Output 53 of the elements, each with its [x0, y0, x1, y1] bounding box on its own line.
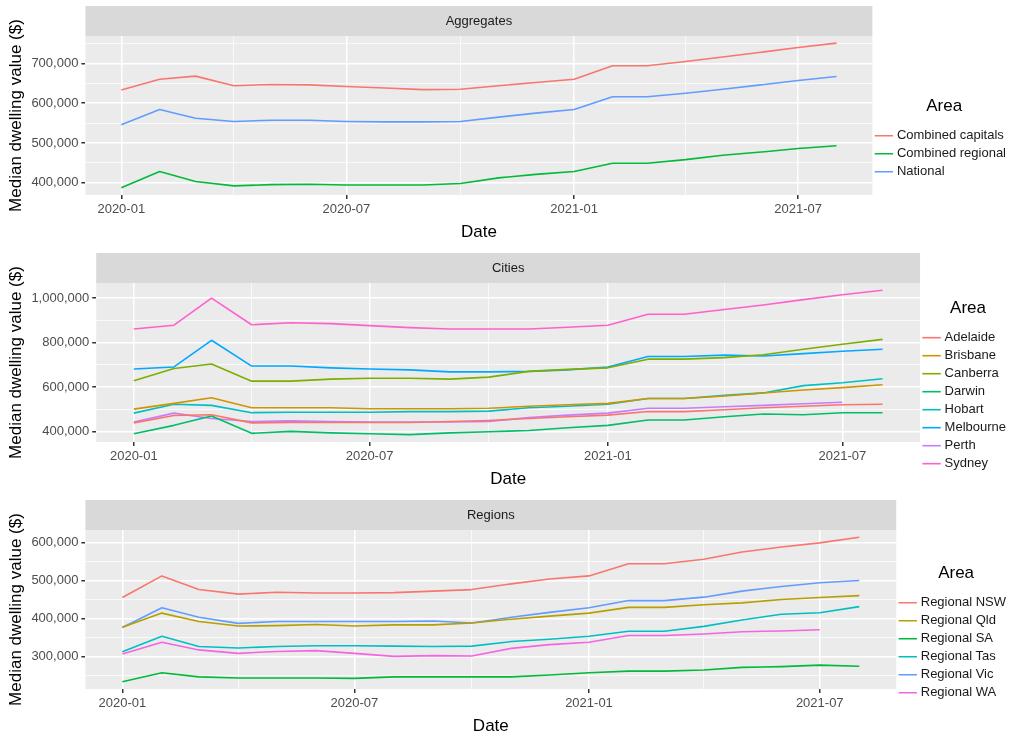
- x-tick-label: 2020-01: [109, 448, 158, 464]
- legend-label: Regional SA: [920, 630, 994, 646]
- legend-label: Combined regional: [896, 145, 1007, 161]
- legend-label: Adelaide: [944, 329, 996, 345]
- chart-title: Cities: [491, 259, 525, 275]
- x-axis-title: Date: [490, 469, 527, 489]
- legend-label: Sydney: [944, 455, 989, 471]
- legend-label: Combined capitals: [896, 127, 1005, 143]
- legend-title: Area: [938, 562, 975, 582]
- x-tick-label: 2020-01: [97, 201, 146, 217]
- legend-label: Brisbane: [944, 347, 996, 363]
- x-tick-label: 2021-07: [818, 448, 867, 464]
- x-tick-label: 2020-01: [98, 695, 147, 711]
- y-tick-label: 400,000: [31, 174, 79, 190]
- y-tick-label: 600,000: [31, 94, 79, 110]
- y-tick-label: 800,000: [42, 334, 90, 350]
- y-tick-label: 600,000: [31, 534, 79, 550]
- legend-label: Regional NSW: [920, 594, 1007, 610]
- y-tick-label: 500,000: [31, 134, 79, 150]
- y-tick-label: 300,000: [31, 647, 79, 663]
- legend-label: Melbourne: [944, 419, 1007, 435]
- chart-title: Regions: [466, 506, 516, 522]
- legend-title: Area: [950, 297, 987, 317]
- y-tick-label: 1,000,000: [31, 289, 90, 305]
- x-tick-label: 2021-01: [565, 695, 613, 711]
- y-axis-title: Median dwelling value ($): [5, 266, 25, 459]
- y-axis-title: Median dwelling value ($): [5, 19, 25, 212]
- x-axis-title: Date: [472, 716, 509, 736]
- x-tick-label: 2020-07: [322, 201, 371, 217]
- legend-label: Hobart: [944, 401, 984, 417]
- y-tick-label: 700,000: [31, 55, 79, 71]
- x-tick-label: 2021-01: [584, 448, 632, 464]
- x-tick-label: 2020-07: [345, 448, 394, 464]
- legend-label: Perth: [944, 437, 976, 453]
- legend-label: Regional WA: [920, 684, 997, 700]
- y-tick-label: 500,000: [31, 572, 79, 588]
- legend-title: Area: [926, 95, 963, 115]
- legend-label: Darwin: [944, 383, 986, 399]
- x-tick-label: 2021-07: [795, 695, 844, 711]
- legend-label: Canberra: [944, 365, 1000, 381]
- chart-title: Aggregates: [445, 12, 513, 28]
- y-tick-label: 600,000: [42, 378, 90, 394]
- x-tick-label: 2021-07: [774, 201, 822, 217]
- x-tick-label: 2021-01: [550, 201, 599, 217]
- y-axis-title: Median dwelling value ($): [5, 513, 25, 706]
- y-tick-label: 400,000: [31, 610, 79, 625]
- legend-label: National: [896, 163, 945, 179]
- x-axis-title: Date: [460, 222, 497, 242]
- y-tick-label: 400,000: [42, 422, 90, 438]
- legend-label: Regional Tas: [920, 648, 997, 664]
- legend-label: Regional Qld: [920, 612, 996, 628]
- x-tick-label: 2020-07: [330, 695, 379, 711]
- legend-label: Regional Vic: [920, 666, 994, 682]
